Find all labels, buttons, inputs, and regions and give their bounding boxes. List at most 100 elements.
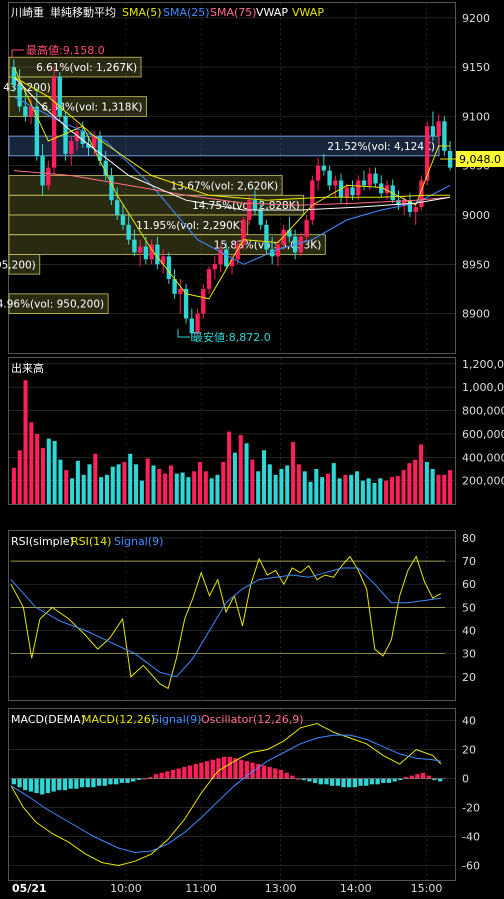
low-annotation: 最安値:8,872.0 <box>177 329 271 344</box>
oscillator-bar <box>119 778 125 783</box>
volume-bar <box>75 460 80 504</box>
candle-body <box>333 180 338 186</box>
volume-bar <box>139 480 144 504</box>
candle-body <box>63 116 68 154</box>
oscillator-bar <box>227 756 233 779</box>
overlay-line <box>13 96 451 265</box>
volume-bar <box>99 477 104 504</box>
legend-macd: MACD(12,26) <box>82 713 155 726</box>
volume-bar <box>104 474 109 504</box>
oscillator-bar <box>131 778 136 782</box>
macd-title: MACD(DEMA) <box>11 713 85 726</box>
oscillator-bar <box>85 778 90 788</box>
volume-bar <box>285 465 290 504</box>
candle-body <box>310 180 315 220</box>
oscillator-bar <box>57 778 62 791</box>
oscillator-bar <box>170 769 176 779</box>
candle-body <box>103 160 108 176</box>
volume-bar <box>17 450 22 504</box>
volume-bar <box>93 453 98 504</box>
oscillator-bar <box>432 778 437 781</box>
oscillator-bar <box>28 778 34 792</box>
oscillator-bar <box>210 759 215 779</box>
candle-body <box>195 313 200 334</box>
oscillator-bar <box>295 778 301 780</box>
candle-body <box>28 106 34 117</box>
volume-bar <box>168 465 173 504</box>
volume-y-tick: 800,000 <box>462 405 504 418</box>
volume-bar <box>430 468 435 504</box>
legend-macd-signal: Signal(9) <box>152 713 201 726</box>
volume-bar <box>413 459 418 504</box>
volume-bar <box>314 468 319 504</box>
volume-profile-layer: 6.61%(vol: 1,267K)2.29%(vol: 438,200)6.8… <box>0 56 440 314</box>
oscillator-bar <box>40 778 45 795</box>
volume-bar <box>157 468 162 504</box>
macd-y-tick: -60 <box>462 860 480 873</box>
volume-bar <box>389 477 394 504</box>
candle-body <box>367 173 372 186</box>
volume-bar <box>70 478 75 504</box>
oscillator-bar <box>159 772 164 779</box>
volume-bar <box>436 474 441 504</box>
volume-bar <box>302 471 307 504</box>
oscillator-bar <box>17 778 22 788</box>
oscillator-bar <box>284 772 289 779</box>
volume-bar <box>349 474 354 504</box>
volume-bar <box>395 475 400 504</box>
oscillator-bar <box>165 771 170 779</box>
candle-body <box>315 165 321 181</box>
candle-body <box>40 155 45 186</box>
volume-bar <box>174 473 179 504</box>
oscillator-bar <box>102 778 107 786</box>
volume-bar <box>343 474 348 504</box>
rsi-y-tick: 40 <box>462 625 476 638</box>
candle-body <box>436 121 441 137</box>
oscillator-bar <box>182 766 187 779</box>
oscillator-bar <box>153 774 159 779</box>
oscillator-bar <box>244 761 250 779</box>
candle-body <box>17 84 22 107</box>
oscillator-bar <box>364 778 369 786</box>
candle-body <box>11 67 17 85</box>
macd-panel-frame <box>8 708 456 881</box>
candlestick-layer <box>11 59 453 342</box>
moving-average-layer <box>13 66 451 300</box>
oscillator-bar <box>415 774 420 779</box>
oscillator-bar <box>96 778 102 786</box>
volume-bar <box>279 468 284 504</box>
oscillator-bar <box>386 778 392 783</box>
candle-body <box>373 173 378 184</box>
oscillator-bar <box>233 758 238 779</box>
volume-bar <box>11 467 16 504</box>
candle-body <box>34 106 40 156</box>
overlay-line <box>13 170 451 206</box>
candle-body <box>92 136 97 148</box>
oscillator-bar <box>34 778 39 794</box>
candle-body <box>51 76 57 168</box>
candle-body <box>178 288 183 294</box>
candle-body <box>442 121 447 151</box>
oscillator-bar <box>420 772 426 779</box>
rsi-line <box>10 567 442 678</box>
oscillator-bar <box>426 775 431 779</box>
indicator-name: 単純移動平均 <box>50 5 116 19</box>
oscillator-bar <box>91 778 96 788</box>
volume-bar <box>122 461 127 504</box>
oscillator-bar <box>250 762 255 779</box>
oscillator-bar <box>324 778 329 785</box>
volume-bar <box>186 477 191 504</box>
macd-line <box>10 722 442 867</box>
rsi-y-tick: 30 <box>462 648 476 661</box>
volume-bar <box>267 464 272 504</box>
oscillator-bar <box>318 778 323 785</box>
oscillator-bar <box>398 778 403 781</box>
rsi-title: RSI(simple) <box>11 535 74 548</box>
time-tick-label: 13:00 <box>265 882 297 895</box>
volume-bar <box>145 458 150 504</box>
rsi-panel-legend: RSI(simple) RSI(14) Signal(9) <box>11 535 163 548</box>
oscillator-bar <box>341 778 346 788</box>
oscillator-bar <box>369 778 375 785</box>
volume-bar <box>261 450 267 504</box>
